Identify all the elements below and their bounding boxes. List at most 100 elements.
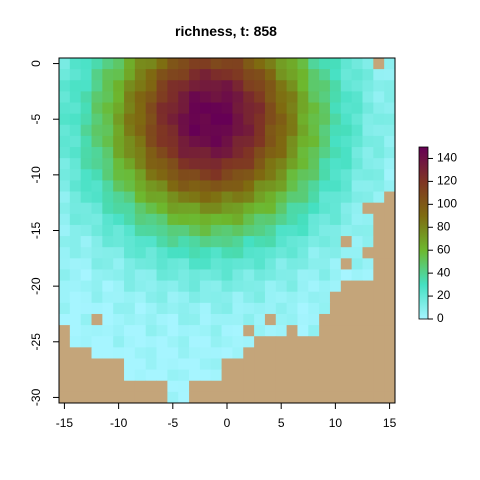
land-cell	[329, 358, 342, 371]
richness-cell	[59, 236, 71, 248]
land-cell	[69, 369, 82, 382]
land-cell	[59, 391, 71, 404]
richness-cell	[275, 58, 288, 70]
richness-cell	[340, 224, 353, 237]
richness-cell	[189, 224, 201, 237]
land-cell	[384, 302, 396, 315]
richness-cell	[199, 169, 212, 181]
land-cell	[373, 247, 385, 259]
richness-cell	[178, 91, 190, 103]
x-tick-label: -5	[167, 416, 178, 430]
richness-cell	[69, 291, 82, 304]
richness-cell	[384, 124, 396, 137]
richness-cell	[124, 124, 136, 137]
land-cell	[373, 280, 385, 293]
land-cell	[134, 391, 147, 404]
richness-cell	[156, 58, 168, 70]
land-cell	[59, 325, 71, 337]
richness-cell	[59, 80, 71, 92]
richness-cell	[362, 236, 374, 248]
land-cell	[286, 380, 298, 393]
richness-cell	[264, 113, 277, 126]
land-cell	[59, 369, 71, 382]
richness-cell	[243, 224, 255, 237]
richness-cell	[340, 269, 353, 281]
land-cell	[297, 369, 309, 382]
richness-cell	[69, 180, 82, 192]
richness-cell	[232, 113, 244, 126]
richness-cell	[373, 135, 385, 148]
richness-cell	[232, 158, 244, 170]
richness-cell	[210, 325, 222, 337]
richness-cell	[340, 58, 353, 70]
richness-cell	[178, 80, 190, 92]
land-cell	[319, 369, 331, 382]
richness-cell	[232, 280, 244, 293]
richness-cell	[286, 91, 298, 103]
richness-cell	[124, 336, 136, 348]
richness-cell	[102, 113, 114, 126]
richness-cell	[243, 180, 255, 192]
richness-cell	[102, 236, 114, 248]
richness-cell	[69, 169, 82, 181]
land-cell	[340, 258, 353, 270]
richness-cell	[59, 158, 71, 170]
land-cell	[221, 391, 233, 404]
richness-cell	[124, 180, 136, 192]
colorbar-ticks: 0 20 40 60 80 100 120 140	[428, 151, 457, 325]
land-cell	[351, 291, 363, 304]
richness-cell	[178, 302, 190, 315]
richness-cell	[189, 291, 201, 304]
richness-cell	[145, 224, 157, 237]
richness-cell	[59, 147, 71, 159]
land-cell	[351, 380, 363, 393]
colorbar-tick-label: 0	[437, 311, 444, 325]
richness-cell	[167, 325, 179, 337]
richness-cell	[308, 147, 320, 159]
richness-cell	[329, 124, 342, 137]
richness-cell	[297, 313, 309, 326]
richness-cell	[156, 180, 168, 192]
richness-cell	[254, 91, 266, 103]
richness-cell	[91, 124, 103, 137]
richness-cell	[286, 191, 298, 204]
richness-cell	[156, 280, 168, 293]
land-cell	[329, 291, 342, 304]
land-cell	[275, 347, 288, 359]
y-tick-label: -15	[29, 222, 43, 240]
richness-cell	[113, 69, 125, 81]
richness-cell	[210, 247, 222, 259]
richness-cell	[156, 236, 168, 248]
richness-cell	[91, 180, 103, 192]
richness-cell	[221, 169, 233, 181]
richness-cell	[373, 180, 385, 192]
land-cell	[384, 391, 396, 404]
richness-cell	[286, 113, 298, 126]
richness-cell	[264, 202, 277, 215]
richness-cell	[308, 213, 320, 226]
richness-cell	[232, 180, 244, 192]
land-cell	[384, 347, 396, 359]
richness-cell	[351, 169, 363, 181]
richness-cell	[221, 202, 233, 215]
richness-cell	[264, 69, 277, 81]
richness-cell	[124, 325, 136, 337]
richness-cell	[167, 191, 179, 204]
land-cell	[221, 358, 233, 371]
richness-cell	[59, 124, 71, 137]
richness-cell	[102, 135, 114, 148]
richness-cell	[167, 291, 179, 304]
richness-cell	[91, 202, 103, 215]
richness-cell	[124, 236, 136, 248]
richness-cell	[264, 91, 277, 103]
richness-cell	[189, 147, 201, 159]
richness-cell	[69, 158, 82, 170]
richness-cell	[275, 169, 288, 181]
richness-cell	[308, 224, 320, 237]
richness-cell	[264, 236, 277, 248]
richness-cell	[210, 58, 222, 70]
richness-cell	[232, 69, 244, 81]
richness-cell	[69, 213, 82, 226]
richness-cell	[178, 258, 190, 270]
